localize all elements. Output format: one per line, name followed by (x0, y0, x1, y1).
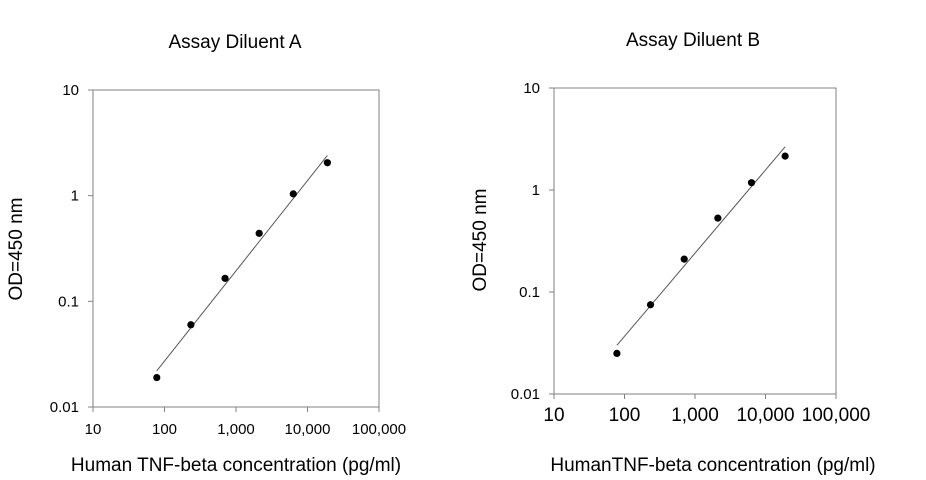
chart-b-data-point (781, 152, 789, 160)
chart-a-data-point (187, 321, 195, 329)
chart-a-y-axis-label: OD=450 nm (6, 198, 27, 301)
chart-b-data-point (714, 214, 722, 222)
chart-b-y-tick-label: 10 (523, 80, 540, 97)
chart-b-title: Assay Diluent B (626, 30, 760, 51)
chart-b-data-point (613, 349, 621, 358)
chart-b-y-tick-label: 0.1 (519, 284, 540, 301)
chart-a-x-tick-label: 1,000 (217, 421, 255, 438)
chart-a-fit-line (156, 155, 328, 372)
chart-a-data-point (255, 229, 263, 237)
chart-a-plot-frame (92, 89, 380, 408)
chart-a-data-point (221, 274, 229, 282)
chart-a-data-point (153, 373, 161, 382)
chart-a-x-axis-label: Human TNF-beta concentration (pg/ml) (71, 455, 401, 476)
chart-b-data-point (680, 255, 688, 263)
chart-a-y-tick-label: 1 (71, 188, 79, 205)
chart-a-x-tick-label: 100,000 (352, 421, 406, 438)
chart-b-y-tick-label: 1 (532, 182, 540, 199)
chart-a-x-tick-label: 10,000 (285, 421, 331, 438)
chart-b-data-point (747, 179, 756, 187)
chart-a-y-tick-label: 0.1 (58, 293, 79, 310)
chart-b-y-tick-label: 0.01 (511, 386, 540, 403)
chart-a-data-point (323, 159, 332, 167)
chart-b-fit-line (616, 146, 786, 346)
chart-b-data-point (646, 301, 655, 309)
chart-a-y-tick-label: 10 (62, 82, 79, 99)
chart-b-x-tick-label: 1,000 (671, 405, 719, 426)
chart-b-x-tick-label: 10 (543, 405, 564, 426)
chart-a-data-point (289, 190, 297, 198)
chart-a-x-tick-label: 10 (85, 421, 102, 438)
chart-a-y-tick-label: 0.01 (50, 399, 79, 416)
plot-layer: 10 100 1,000 10,000 100,000 0.01 0.1 1 10 10 100 1,… (50, 80, 871, 438)
chart-b-x-axis-label: HumanTNF-beta concentration (pg/ml) (550, 455, 875, 476)
chart-b-plot-frame (553, 87, 837, 395)
chart-b-x-tick-label: 100 (609, 405, 641, 426)
chart-b-x-tick-label: 100,000 (802, 405, 871, 426)
chart-b-y-axis-label: OD=450 nm (470, 189, 491, 292)
chart-a-x-tick-label: 100 (152, 421, 177, 438)
chart-b-x-tick-label: 10,000 (736, 405, 794, 426)
chart-a-title: Assay Diluent A (168, 32, 301, 53)
